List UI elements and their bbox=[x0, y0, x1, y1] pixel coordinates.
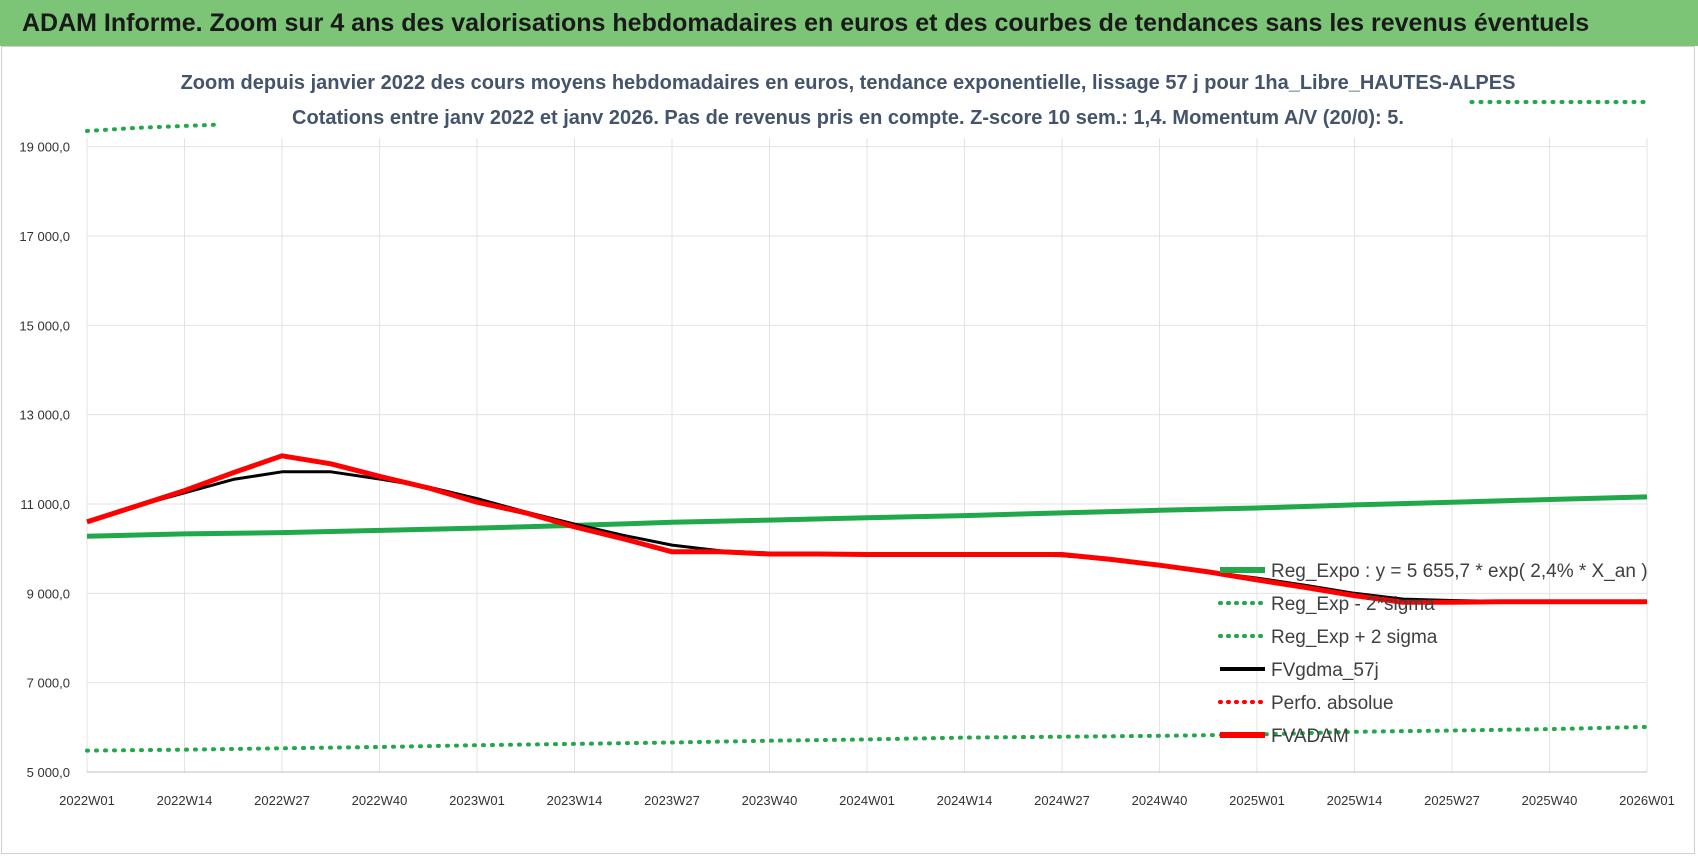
header-banner: ADAM Informe. Zoom sur 4 ans des valoris… bbox=[0, 0, 1698, 46]
series-lines bbox=[85, 100, 1649, 753]
x-tick-label: 2025W01 bbox=[1229, 793, 1285, 808]
x-tick-label: 2022W14 bbox=[157, 793, 213, 808]
x-tick-label: 2025W14 bbox=[1327, 793, 1383, 808]
series-line-0 bbox=[86, 494, 1648, 539]
legend-label: Reg_Exp + 2 sigma bbox=[1271, 627, 1438, 648]
banner-title: ADAM Informe. Zoom sur 4 ans des valoris… bbox=[22, 9, 1590, 37]
y-tick-label: 9 000,0 bbox=[27, 586, 70, 601]
y-tick-label: 15 000,0 bbox=[19, 318, 70, 333]
x-tick-label: 2024W27 bbox=[1034, 793, 1090, 808]
series-line-6 bbox=[86, 453, 1647, 605]
x-tick-label: 2025W27 bbox=[1424, 793, 1480, 808]
x-tick-label: 2023W14 bbox=[547, 793, 603, 808]
y-tick-label: 17 000,0 bbox=[19, 229, 70, 244]
x-tick-label: 2023W40 bbox=[742, 793, 798, 808]
x-tick-label: 2024W40 bbox=[1132, 793, 1188, 808]
x-tick-label: 2023W27 bbox=[644, 793, 700, 808]
series-line-2 bbox=[85, 122, 216, 133]
y-tick-label: 5 000,0 bbox=[27, 765, 70, 780]
chart-frame bbox=[1, 46, 1695, 854]
legend-label: FVgdma_57j bbox=[1271, 660, 1379, 681]
x-tick-label: 2023W01 bbox=[449, 793, 505, 808]
grid bbox=[86, 138, 1648, 773]
axes: 2022W01 2022W14 2022W27 2022W40 2023W01 2023W… bbox=[19, 140, 1674, 808]
x-tick-label: 2022W27 bbox=[254, 793, 310, 808]
legend-label: Reg_Expo : y = 5 655,7 * exp( 2,4% * X_a… bbox=[1271, 561, 1648, 582]
x-tick-label: 2024W14 bbox=[937, 793, 993, 808]
chart-subtitle: Cotations entre janv 2022 et janv 2026. … bbox=[292, 107, 1404, 129]
y-tick-label: 7 000,0 bbox=[27, 676, 70, 691]
chart-title: Zoom depuis janvier 2022 des cours moyen… bbox=[181, 72, 1516, 94]
y-tick-label: 19 000,0 bbox=[19, 140, 70, 155]
legend-label: FVADAM bbox=[1271, 726, 1349, 747]
x-tick-label: 2022W40 bbox=[352, 793, 408, 808]
legend-label: Reg_Exp - 2*sigma bbox=[1271, 594, 1435, 615]
legend: Reg_Expo : y = 5 655,7 * exp( 2,4% * X_a… bbox=[1218, 561, 1648, 747]
legend-label: Perfo. absolue bbox=[1271, 693, 1394, 714]
x-tick-label: 2025W40 bbox=[1522, 793, 1578, 808]
x-tick-label: 2026W01 bbox=[1619, 793, 1675, 808]
y-tick-label: 11 000,0 bbox=[20, 497, 70, 512]
y-tick-label: 13 000,0 bbox=[19, 408, 70, 423]
series-line-1 bbox=[85, 724, 1649, 753]
x-tick-label: 2022W01 bbox=[59, 793, 115, 808]
x-tick-label: 2024W01 bbox=[839, 793, 895, 808]
